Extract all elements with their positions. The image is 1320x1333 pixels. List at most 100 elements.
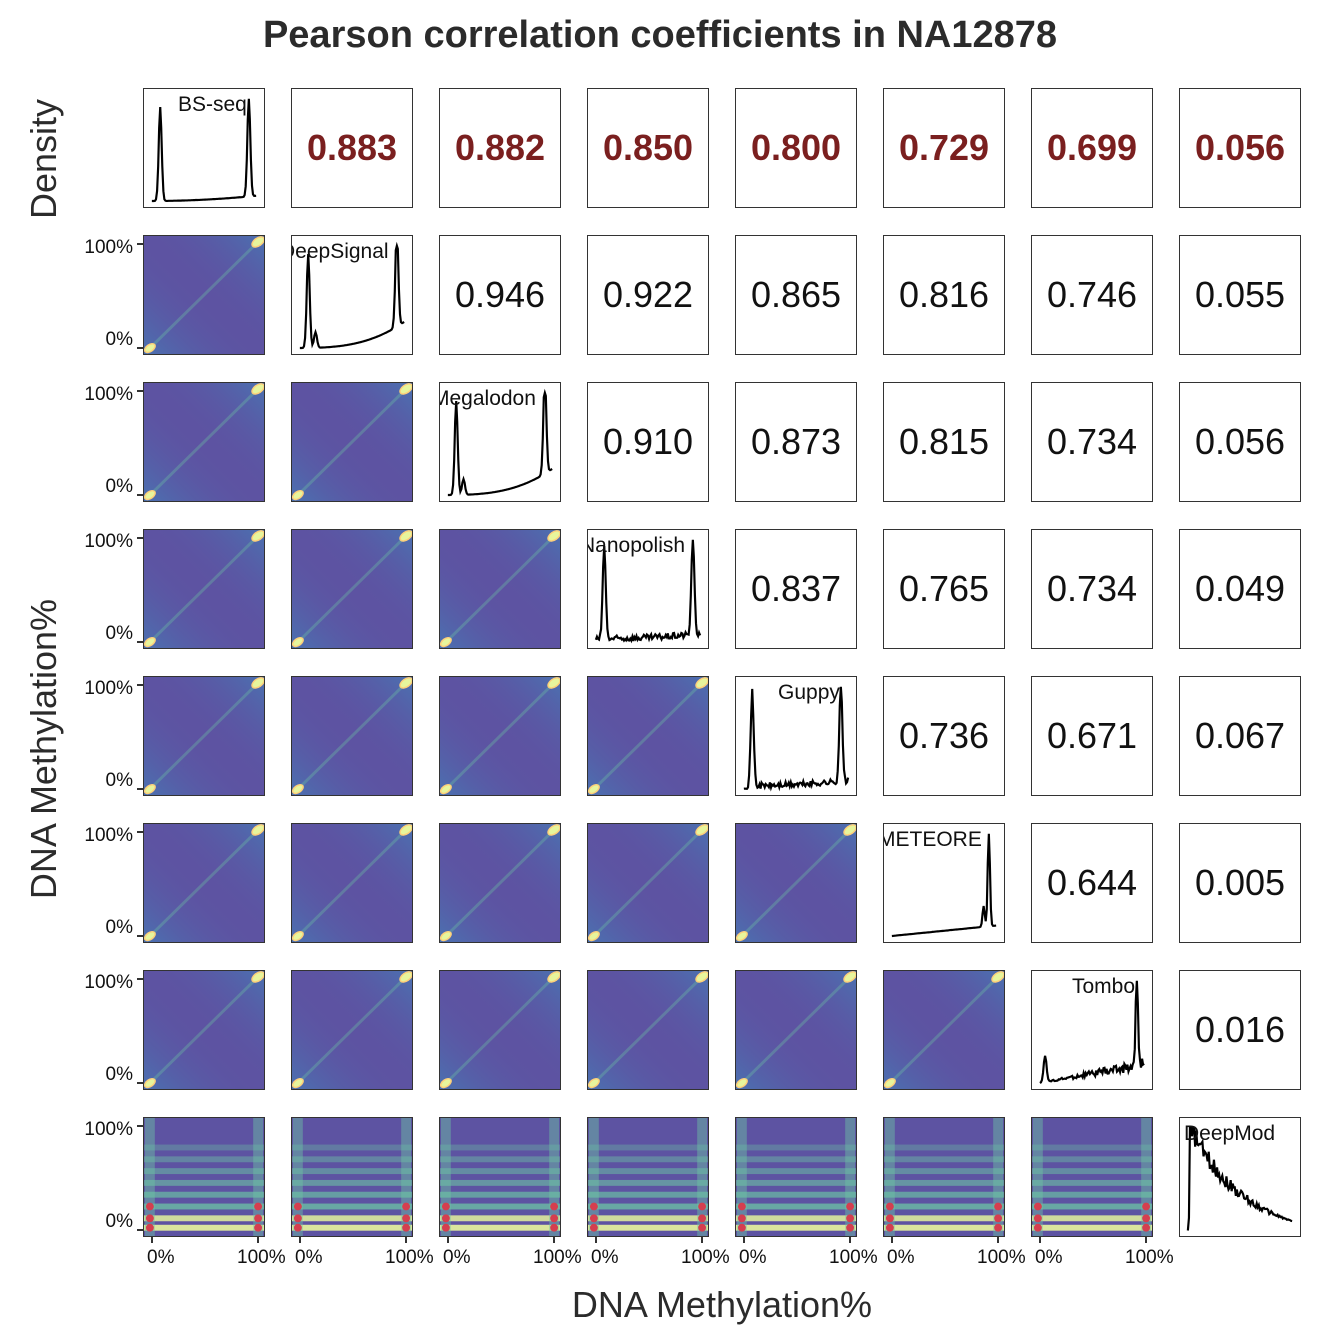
- hotspot: [254, 1214, 263, 1223]
- band: [144, 1191, 264, 1198]
- tool-label: Megalodon: [439, 387, 536, 410]
- hotspot-high: [547, 677, 560, 689]
- hotspot: [846, 1214, 855, 1223]
- column: [884, 1118, 895, 1236]
- band: [144, 1144, 264, 1151]
- hotspot-low: [884, 1077, 896, 1089]
- x-tick-label-100: 100%: [977, 1247, 1026, 1268]
- hotspot: [1033, 1202, 1042, 1211]
- hotspot-high: [399, 824, 412, 836]
- band: [292, 1203, 412, 1210]
- hotspot: [145, 1202, 154, 1211]
- band: [736, 1224, 856, 1231]
- diagonal-line: [294, 385, 410, 499]
- hotspot: [737, 1214, 746, 1223]
- column: [549, 1118, 560, 1236]
- correlation-value: 0.816: [898, 274, 990, 315]
- column: [845, 1118, 856, 1236]
- x-axis-label: DNA Methylation%: [571, 1284, 873, 1325]
- band: [440, 1215, 560, 1222]
- band: [736, 1168, 856, 1175]
- hotspot-high: [251, 824, 264, 836]
- correlation-value: 0.729: [898, 127, 990, 168]
- diagonal-line: [886, 973, 1002, 1087]
- y-tick-label-0: 0%: [105, 1211, 133, 1232]
- hotspot-high: [547, 971, 560, 983]
- x-tick-mark: [997, 1237, 999, 1243]
- correlation-value: 0.883: [306, 127, 398, 168]
- diagonal-line: [146, 679, 262, 793]
- x-tick-label-0: 0%: [443, 1247, 471, 1268]
- hotspot: [402, 1214, 411, 1223]
- diagonal-band: [588, 677, 708, 795]
- hotspot-high: [547, 824, 560, 836]
- y-tick-mark: [137, 243, 143, 245]
- correlation-value: 0.734: [1046, 568, 1138, 609]
- y-tick-label-100: 100%: [84, 384, 133, 405]
- x-tick-mark: [743, 1237, 745, 1243]
- x-tick-label-0: 0%: [887, 1247, 915, 1268]
- hotspot: [1033, 1214, 1042, 1223]
- hotspot-low: [588, 783, 600, 795]
- band: [292, 1224, 412, 1231]
- correlation-cell: 0.067: [1179, 676, 1301, 796]
- y-tick-label-100: 100%: [84, 972, 133, 993]
- band: [440, 1156, 560, 1163]
- heatmap-panel: [883, 970, 1005, 1090]
- diagonal-band: [736, 971, 856, 1089]
- hotspot: [589, 1202, 598, 1211]
- diagonal-line: [442, 973, 558, 1087]
- chart-title: Pearson correlation coefficients in NA12…: [262, 14, 1058, 56]
- heatmap-panel: [883, 1117, 1005, 1237]
- hotspot: [885, 1202, 894, 1211]
- band: [588, 1224, 708, 1231]
- hotspot-low: [292, 930, 304, 942]
- correlation-value: 0.815: [898, 421, 990, 462]
- band: [884, 1224, 1004, 1231]
- hotspot: [402, 1223, 411, 1232]
- hotspot-low: [144, 489, 156, 501]
- heatmap-panel: [143, 823, 265, 943]
- correlation-cell: 0.734: [1031, 529, 1153, 649]
- hotspot: [402, 1202, 411, 1211]
- x-tick-label-100: 100%: [681, 1247, 730, 1268]
- x-tick-mark: [405, 1237, 407, 1243]
- correlation-cell: 0.865: [735, 235, 857, 355]
- heatmap-panel: [587, 676, 709, 796]
- band: [1032, 1144, 1152, 1151]
- diagonal-band: [292, 824, 412, 942]
- y-tick-mark: [137, 1082, 143, 1084]
- correlation-cell: 0.056: [1179, 88, 1301, 208]
- x-tick-label-100: 100%: [237, 1247, 286, 1268]
- diagonal-band: [440, 677, 560, 795]
- hotspot: [994, 1223, 1003, 1232]
- hotspot: [441, 1202, 450, 1211]
- correlation-value: 0.055: [1194, 274, 1286, 315]
- band: [884, 1191, 1004, 1198]
- hotspot-high: [991, 971, 1004, 983]
- hotspot-low: [440, 930, 452, 942]
- band: [1032, 1156, 1152, 1163]
- y-axis-label-density: Density: [23, 98, 64, 219]
- heatmap-panel: [291, 529, 413, 649]
- hotspot-low: [588, 1077, 600, 1089]
- y-tick-mark: [137, 788, 143, 790]
- hotspot: [550, 1214, 559, 1223]
- density-plot: DeepSignal: [291, 235, 413, 355]
- correlation-cell: 0.815: [883, 382, 1005, 502]
- density-plot: Nanopolish: [587, 529, 709, 649]
- hotspot-high: [695, 824, 708, 836]
- correlation-value: 0.056: [1194, 421, 1286, 462]
- hotspot: [1142, 1223, 1151, 1232]
- correlation-value: 0.800: [750, 127, 842, 168]
- y-tick-label-100: 100%: [84, 237, 133, 258]
- correlation-value: 0.865: [750, 274, 842, 315]
- y-tick-label-0: 0%: [105, 476, 133, 497]
- band: [588, 1144, 708, 1151]
- diagonal-band: [144, 383, 264, 501]
- x-tick-label-0: 0%: [739, 1247, 767, 1268]
- diagonal-band: [292, 971, 412, 1089]
- hotspot: [737, 1223, 746, 1232]
- tool-label: BS-seq: [178, 93, 247, 116]
- hotspot: [698, 1214, 707, 1223]
